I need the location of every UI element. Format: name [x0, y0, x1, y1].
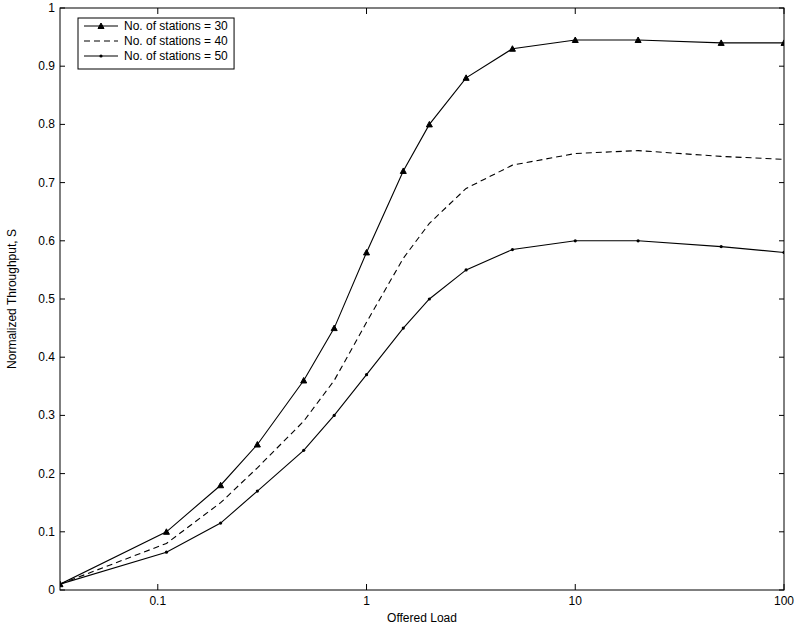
series-marker [426, 121, 432, 127]
series-marker [364, 249, 370, 255]
plot-area [60, 37, 784, 587]
series-marker [219, 521, 222, 524]
y-tick-label: 0.6 [38, 234, 55, 248]
y-tick-label: 0.1 [38, 525, 55, 539]
y-tick-label: 0.4 [38, 350, 55, 364]
y-tick [779, 590, 784, 591]
y-tick [60, 531, 65, 532]
legend-marker [99, 54, 102, 57]
y-tick [60, 8, 65, 9]
y-tick-label: 0 [48, 583, 55, 597]
legend-label: No. of stations = 30 [124, 19, 228, 33]
y-tick-label: 0.8 [38, 117, 55, 131]
series-marker [165, 551, 168, 554]
series-marker [511, 248, 514, 251]
series-marker [781, 40, 784, 46]
y-tick [60, 124, 65, 125]
y-tick-label: 0.3 [38, 408, 55, 422]
series-marker [720, 245, 723, 248]
chart: 0 0.1 0.2 0.3 0.4 0.5 0.6 0.7 0.8 0.9 1 0.1 1 10 100 Of… [0, 0, 799, 629]
legend-label: No. of stations = 50 [124, 49, 228, 63]
legend-label: No. of stations = 40 [124, 34, 228, 48]
series-marker [402, 327, 405, 330]
x-tick [157, 8, 158, 14]
y-tick [779, 531, 784, 532]
y-tick-label: 0.5 [38, 292, 55, 306]
y-tick [779, 124, 784, 125]
y-tick [779, 182, 784, 183]
y-tick [779, 66, 784, 67]
series-marker [637, 239, 640, 242]
x-tick [784, 8, 785, 14]
series-marker [400, 168, 406, 174]
y-tick [60, 66, 65, 67]
y-tick [779, 299, 784, 300]
legend-box [78, 18, 234, 69]
x-tick-label: 10 [569, 594, 583, 608]
series-line [60, 241, 784, 584]
series-marker [331, 325, 337, 331]
background [0, 0, 799, 629]
x-tick-label: 100 [774, 594, 794, 608]
y-tick-label: 0.2 [38, 467, 55, 481]
series-marker [254, 442, 260, 448]
legend: No. of stations = 30No. of stations = 40… [78, 18, 234, 69]
series-marker [163, 529, 169, 535]
series-marker [572, 37, 578, 43]
y-tick [779, 415, 784, 416]
series-marker [301, 377, 307, 383]
series-marker [635, 37, 641, 43]
y-tick [60, 590, 65, 591]
x-tick [366, 584, 367, 590]
series-marker [574, 239, 577, 242]
x-tick-label: 0.1 [149, 594, 166, 608]
series-line [60, 40, 784, 584]
y-tick [60, 182, 65, 183]
y-tick-label: 0.7 [38, 176, 55, 190]
series-marker [509, 46, 515, 52]
y-tick [60, 240, 65, 241]
series-marker [302, 449, 305, 452]
legend-marker [98, 23, 104, 29]
x-tick [157, 584, 158, 590]
plot-frame [60, 8, 784, 590]
x-tick [366, 8, 367, 14]
series-marker [782, 251, 784, 254]
series-marker [365, 373, 368, 376]
y-tick [779, 473, 784, 474]
y-tick [779, 357, 784, 358]
series-marker [428, 297, 431, 300]
series-marker [463, 75, 469, 81]
y-tick [779, 240, 784, 241]
y-tick [60, 299, 65, 300]
y-tick-label: 0.9 [38, 59, 55, 73]
y-tick [779, 8, 784, 9]
series-marker [218, 482, 224, 488]
series-marker [60, 583, 62, 586]
series-marker [333, 414, 336, 417]
y-tick-label: 1 [48, 1, 55, 15]
y-axis-title: Normalized Throughput, S [5, 229, 19, 369]
x-axis-title: Offered Load [387, 611, 457, 625]
y-tick [60, 415, 65, 416]
series-marker [256, 489, 259, 492]
x-tick [575, 8, 576, 14]
x-tick-label: 1 [363, 594, 370, 608]
x-tick [575, 584, 576, 590]
series-marker [718, 40, 724, 46]
series-marker [465, 268, 468, 271]
y-tick [60, 473, 65, 474]
legend-line [84, 40, 118, 41]
series-line [60, 151, 784, 585]
x-tick [784, 584, 785, 590]
y-tick [60, 357, 65, 358]
